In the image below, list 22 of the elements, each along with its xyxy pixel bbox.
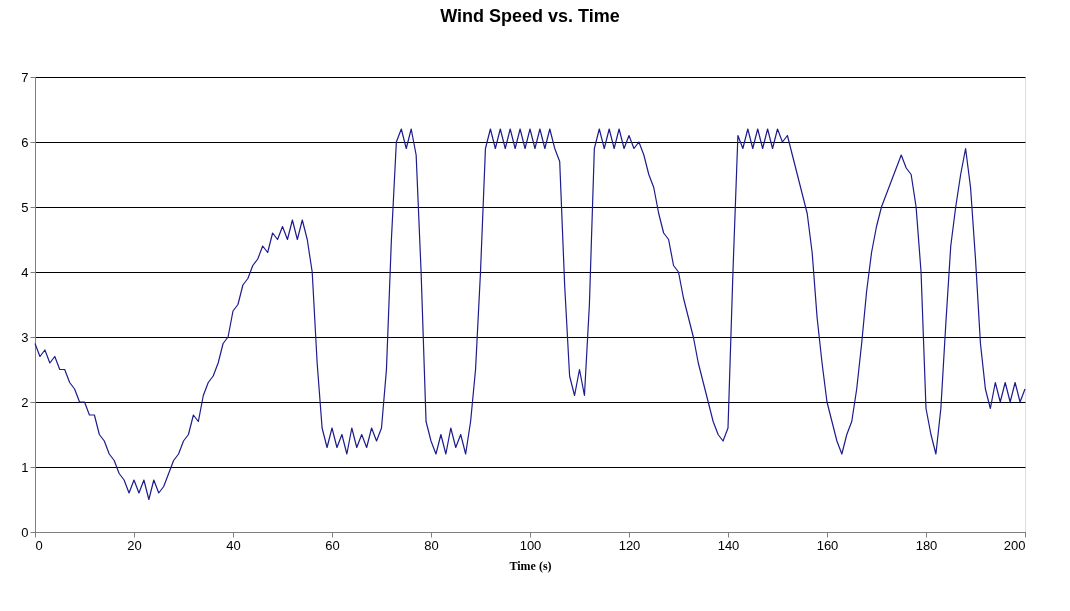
- y-tick-label: 5: [21, 199, 29, 215]
- y-tick-label: 2: [21, 394, 29, 410]
- x-tick-label: 0: [35, 537, 43, 553]
- x-tick-label: 180: [915, 537, 938, 553]
- x-tick-label: 100: [519, 537, 542, 553]
- y-tick-label: 0: [21, 524, 29, 540]
- y-tick-label: 6: [21, 134, 29, 150]
- y-tick-label: 7: [21, 69, 29, 85]
- x-tick-label: 80: [424, 537, 439, 553]
- x-tick-label: 60: [325, 537, 340, 553]
- x-tick-label: 120: [618, 537, 641, 553]
- y-tick-label: 1: [21, 459, 29, 475]
- x-tick-label: 200: [1003, 537, 1026, 553]
- x-axis-title: Time (s): [509, 558, 552, 573]
- x-tick-label: 20: [127, 537, 142, 553]
- x-tick-label: 40: [226, 537, 241, 553]
- line-series: [34, 128, 1026, 501]
- x-tick-label: 140: [717, 537, 740, 553]
- y-tick-label: 3: [21, 329, 29, 345]
- y-tick-label: 4: [21, 264, 29, 280]
- chart-title: Wind Speed vs. Time: [440, 6, 620, 26]
- x-tick-label: 160: [816, 537, 839, 553]
